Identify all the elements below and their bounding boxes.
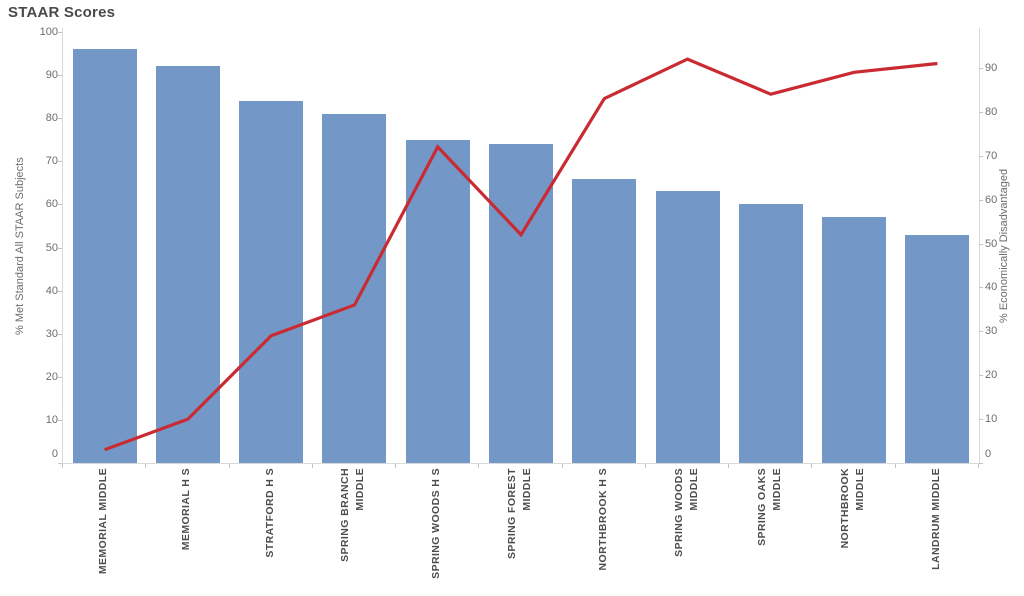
right-axis-tick-mark bbox=[979, 375, 983, 377]
left-axis-tick-mark bbox=[58, 419, 62, 421]
x-axis-category-label-line: MIDDLE bbox=[354, 468, 367, 511]
x-axis-category-label-line: SPRING WOODS H S bbox=[430, 468, 443, 579]
right-axis-tick-label: 10 bbox=[985, 413, 998, 426]
x-axis-tick-mark bbox=[811, 464, 812, 468]
left-axis-tick-label: 90 bbox=[45, 69, 58, 82]
x-axis-tick-mark bbox=[229, 464, 230, 468]
right-axis-tick-label: 30 bbox=[985, 325, 998, 338]
left-axis-tick-mark bbox=[58, 290, 62, 292]
right-axis-tick-label: 20 bbox=[985, 369, 998, 382]
left-axis-tick-mark bbox=[58, 463, 62, 464]
left-axis-tick-label: 70 bbox=[45, 155, 58, 168]
bar-mark[interactable] bbox=[655, 191, 720, 463]
x-axis-tick-mark bbox=[645, 464, 646, 468]
left-axis-tick-mark bbox=[58, 376, 62, 378]
x-axis-tick-mark bbox=[395, 464, 396, 468]
right-axis-tick-label: 60 bbox=[985, 193, 998, 206]
x-axis-category-label-line: LANDRUM MIDDLE bbox=[929, 468, 942, 570]
right-axis-tick-mark bbox=[979, 287, 983, 289]
right-axis-tick-label: 90 bbox=[985, 61, 998, 74]
right-axis-tick-mark bbox=[979, 463, 983, 464]
x-axis-category-label: STRATFORD H S bbox=[229, 468, 312, 593]
bar-mark[interactable] bbox=[905, 234, 970, 463]
right-axis-tick-mark bbox=[979, 243, 983, 245]
line-series-layer bbox=[104, 57, 938, 452]
right-axis-tick-label: 70 bbox=[985, 149, 998, 162]
x-axis-tick-mark bbox=[895, 464, 896, 468]
left-axis-tick-mark bbox=[58, 204, 62, 206]
x-axis-category-label-line: MIDDLE bbox=[854, 468, 867, 511]
right-axis-tick-mark bbox=[979, 419, 983, 421]
right-axis-tick-mark bbox=[979, 331, 983, 333]
left-axis-tick-label: 30 bbox=[45, 327, 58, 340]
x-axis-category-label: MEMORIAL H S bbox=[145, 468, 228, 593]
left-axis-tick-label: 50 bbox=[45, 241, 58, 254]
left-axis-tick-label: 0 bbox=[51, 448, 58, 460]
x-axis-category-label: SPRING WOODS MIDDLE bbox=[645, 468, 728, 593]
bar-mark[interactable] bbox=[405, 139, 470, 463]
bar-mark[interactable] bbox=[322, 113, 387, 463]
left-axis-tick-label: 80 bbox=[45, 112, 58, 125]
left-axis-tick-mark bbox=[58, 75, 62, 77]
left-axis-tick-label: 20 bbox=[45, 370, 58, 383]
x-axis-category-label-line: STRATFORD H S bbox=[263, 468, 276, 558]
left-axis-title: % Met Standard All STAAR Subjects bbox=[14, 156, 26, 335]
x-axis-category-label: LANDRUM MIDDLE bbox=[895, 468, 978, 593]
left-axis-tick-label: 100 bbox=[39, 26, 58, 38]
x-axis-category-label: MEMORIAL MIDDLE bbox=[62, 468, 145, 593]
right-axis-tick-mark bbox=[979, 111, 983, 113]
bar-mark[interactable] bbox=[489, 144, 553, 463]
x-axis-category-label: NORTHBROOK MIDDLE bbox=[811, 468, 894, 593]
x-axis-category-label-line: MIDDLE bbox=[687, 468, 700, 511]
right-axis-tick-label: 0 bbox=[985, 448, 992, 460]
x-axis-category-label-line: NORTHBROOK bbox=[839, 468, 852, 549]
left-axis-tick-mark bbox=[58, 118, 62, 120]
x-axis-category-label: NORTHBROOK H S bbox=[562, 468, 645, 593]
left-axis-tick-mark bbox=[58, 32, 62, 33]
bar-mark[interactable] bbox=[738, 204, 803, 463]
x-axis-category-label-line: MIDDLE bbox=[770, 468, 783, 511]
bar-mark[interactable] bbox=[822, 217, 887, 463]
right-axis-tick-label: 50 bbox=[985, 237, 998, 250]
bar-mark[interactable] bbox=[239, 100, 304, 463]
x-axis-tick-mark bbox=[145, 464, 146, 468]
x-axis-category-label-line: NORTHBROOK H S bbox=[596, 468, 609, 571]
x-axis-tick-mark bbox=[978, 464, 979, 468]
bar-mark[interactable] bbox=[572, 178, 637, 463]
x-axis-category-label-line: MIDDLE bbox=[520, 468, 533, 511]
x-axis-category-label-line: MEMORIAL H S bbox=[180, 468, 193, 551]
right-axis-tick-label: 40 bbox=[985, 281, 998, 294]
x-axis-tick-mark bbox=[312, 464, 313, 468]
line-mark[interactable] bbox=[104, 57, 938, 452]
left-axis-tick-label: 60 bbox=[45, 198, 58, 211]
left-axis-tick-mark bbox=[58, 247, 62, 249]
x-axis-category-label: SPRING OAKS MIDDLE bbox=[728, 468, 811, 593]
x-axis-category-label: SPRING WOODS H S bbox=[395, 468, 478, 593]
x-axis-category-label-line: SPRING WOODS bbox=[672, 468, 685, 557]
x-axis-tick-mark bbox=[562, 464, 563, 468]
right-axis-tick-mark bbox=[979, 155, 983, 157]
x-axis-category-label: SPRING FOREST MIDDLE bbox=[478, 468, 561, 593]
x-axis-tick-mark bbox=[62, 464, 63, 468]
x-axis-category-label: SPRING BRANCH MIDDLE bbox=[312, 468, 395, 593]
x-axis-tick-mark bbox=[728, 464, 729, 468]
right-axis-tick-mark bbox=[979, 199, 983, 201]
x-axis-category-label-line: SPRING BRANCH bbox=[339, 468, 352, 562]
left-axis-tick-label: 40 bbox=[45, 284, 58, 297]
right-axis-tick-mark bbox=[979, 67, 983, 69]
right-axis-tick-label: 80 bbox=[985, 105, 998, 118]
left-axis-tick-mark bbox=[58, 161, 62, 163]
left-axis-tick-mark bbox=[58, 333, 62, 335]
left-axis-tick-label: 10 bbox=[45, 413, 58, 426]
bar-mark[interactable] bbox=[72, 49, 137, 463]
x-axis-tick-mark bbox=[478, 464, 479, 468]
chart-title: STAAR Scores bbox=[8, 4, 116, 21]
plot-area bbox=[62, 28, 980, 464]
x-axis-category-label-line: MEMORIAL MIDDLE bbox=[97, 468, 110, 575]
bar-mark[interactable] bbox=[155, 66, 220, 463]
x-axis-category-label-line: SPRING FOREST bbox=[505, 468, 518, 559]
x-axis-category-label-line: SPRING OAKS bbox=[755, 468, 768, 546]
